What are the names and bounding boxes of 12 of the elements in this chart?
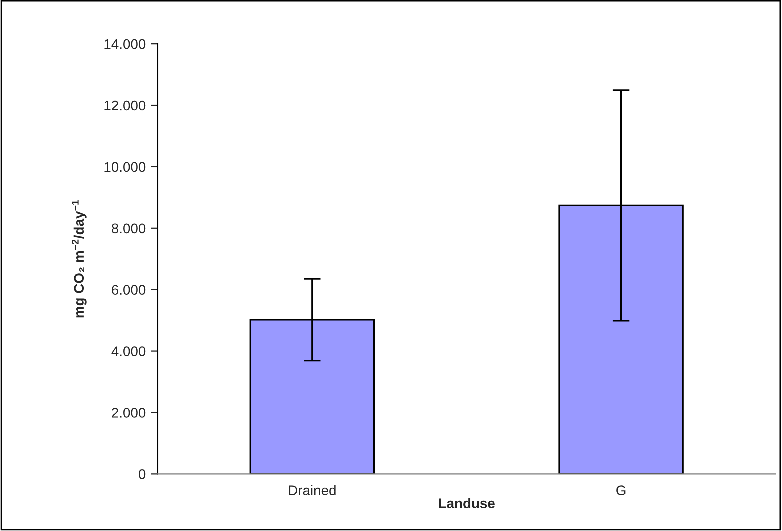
y-tick-label: 0	[138, 470, 146, 480]
x-tick-label: G	[616, 486, 626, 496]
y-tick-label: 12.000	[104, 100, 146, 111]
y-tick-label: 6.000	[112, 285, 146, 296]
y-tick-label: 14.000	[104, 39, 146, 50]
x-tick-label: Drained	[289, 485, 336, 496]
y-tick-label: 8.000	[112, 224, 146, 234]
y-axis-title: mg CO₂ m$^{−2}$/day$^{−1}$	[72, 200, 87, 318]
y-tick-label: 10.000	[104, 162, 146, 172]
y-tick-label: 2.000	[112, 408, 146, 418]
x-axis-title: Landuse	[439, 498, 495, 508]
y-tick-label: 4.000	[112, 346, 146, 356]
